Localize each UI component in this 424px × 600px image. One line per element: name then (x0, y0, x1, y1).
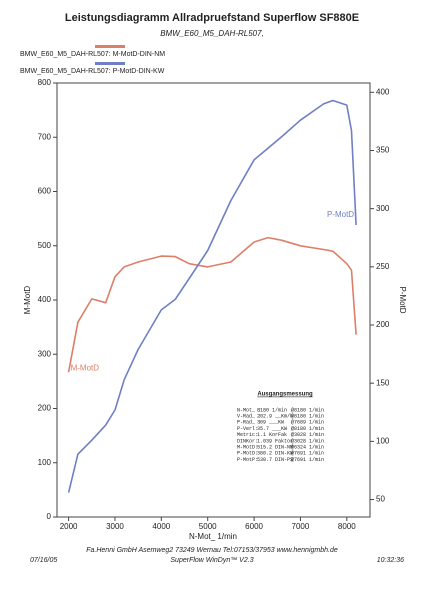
info-cell: 515.2 DIN-NM (257, 445, 293, 451)
chart-subtitle: BMW_E60_M5_DAH-RL507, (160, 29, 264, 38)
x-tick-label: 4000 (152, 522, 170, 531)
y-tick-label: 600 (38, 187, 52, 196)
y-tick-label: 200 (38, 404, 52, 413)
x-axis-label: N-Mot_ 1/min (189, 532, 237, 541)
y2-tick-label: 350 (376, 146, 390, 155)
info-cell: @7689 1/min (291, 420, 324, 426)
info-cell: @7691 1/min (291, 457, 324, 463)
y-tick-label: 300 (38, 349, 52, 358)
y-tick-label: 400 (38, 295, 52, 304)
info-cell: P-MotD: (237, 451, 258, 457)
y2-tick-label: 100 (376, 436, 390, 445)
info-cell: @3028 1/min (291, 432, 324, 438)
info-cell: 1.039 Faktor (257, 438, 293, 444)
x-tick-label: 7000 (292, 522, 310, 531)
y-tick-label: 800 (38, 78, 52, 87)
footer-software: SuperFlow WinDyn™ V2.3 (170, 557, 253, 564)
info-cell: @8180 1/min (291, 414, 324, 420)
y2-tick-label: 150 (376, 378, 390, 387)
info-cell: @8180 1/min (291, 426, 324, 432)
info-cell: N-Mot_ : (237, 407, 261, 413)
info-cell: V-Rad_ : (237, 414, 261, 420)
chart-title: Leistungsdiagramm Allradpruefstand Super… (65, 12, 359, 24)
info-cell: 1.1 KorFak (257, 432, 287, 438)
x-tick-label: 5000 (199, 522, 217, 531)
info-cell: 35.7 ___KW (257, 426, 287, 432)
info-cell: Metric: (237, 432, 258, 438)
y2-tick-label: 300 (376, 204, 390, 213)
legend-label: BMW_E60_M5_DAH-RL507: P-MotD-DIN-KW (20, 68, 165, 75)
info-cell: P-MotP: (237, 457, 258, 463)
y2-axis-label: P-MotD (398, 286, 407, 313)
x-tick-label: 8000 (338, 522, 356, 531)
legend-swatch (95, 62, 125, 65)
series-label: P-MotD (327, 210, 354, 219)
info-cell: 530.7 DIN-PS (257, 457, 293, 463)
x-tick-label: 2000 (60, 522, 78, 531)
y-axis-label: M-MotD (23, 286, 32, 315)
y-tick-label: 100 (38, 458, 52, 467)
series-line (67, 236, 357, 373)
info-cell: P-Verl: (237, 426, 258, 432)
y-tick-label: 700 (38, 132, 52, 141)
info-cell: 202.9 __Km/h (257, 414, 293, 420)
info-cell: M-MotD: (237, 445, 258, 451)
x-tick-label: 6000 (245, 522, 263, 531)
info-cell: P-Rad_ : (237, 420, 261, 426)
y2-tick-label: 200 (376, 320, 390, 329)
info-cell: 380.2 DIN-KW (257, 451, 293, 457)
y-tick-label: 0 (47, 512, 52, 521)
x-tick-label: 3000 (106, 522, 124, 531)
info-cell: @6324 1/min (291, 445, 324, 451)
legend-label: BMW_E60_M5_DAH-RL507: M-MotD-DIN-NM (20, 51, 165, 58)
info-cell: @3028 1/min (291, 438, 324, 444)
footer-time: 10:32:36 (377, 557, 404, 564)
series-label: M-MotD (71, 363, 100, 372)
info-title: Ausgangsmessung (257, 392, 313, 398)
info-cell: DINKor: (237, 438, 258, 444)
y2-tick-label: 400 (376, 87, 390, 96)
info-cell: @8180 1/min (291, 407, 324, 413)
series-line (67, 99, 357, 493)
info-cell: @7691 1/min (291, 451, 324, 457)
footer-date: 07/16/05 (30, 557, 57, 564)
y-tick-label: 500 (38, 241, 52, 250)
y2-tick-label: 250 (376, 262, 390, 271)
info-cell: 309 ___KW (257, 420, 284, 426)
footer-company: Fa.Henni GmbH Asemweg2 73249 Wernau Tel:… (86, 547, 338, 554)
legend-swatch (95, 45, 125, 48)
info-cell: 8180 1/min (257, 407, 287, 413)
y2-tick-label: 50 (376, 495, 385, 504)
